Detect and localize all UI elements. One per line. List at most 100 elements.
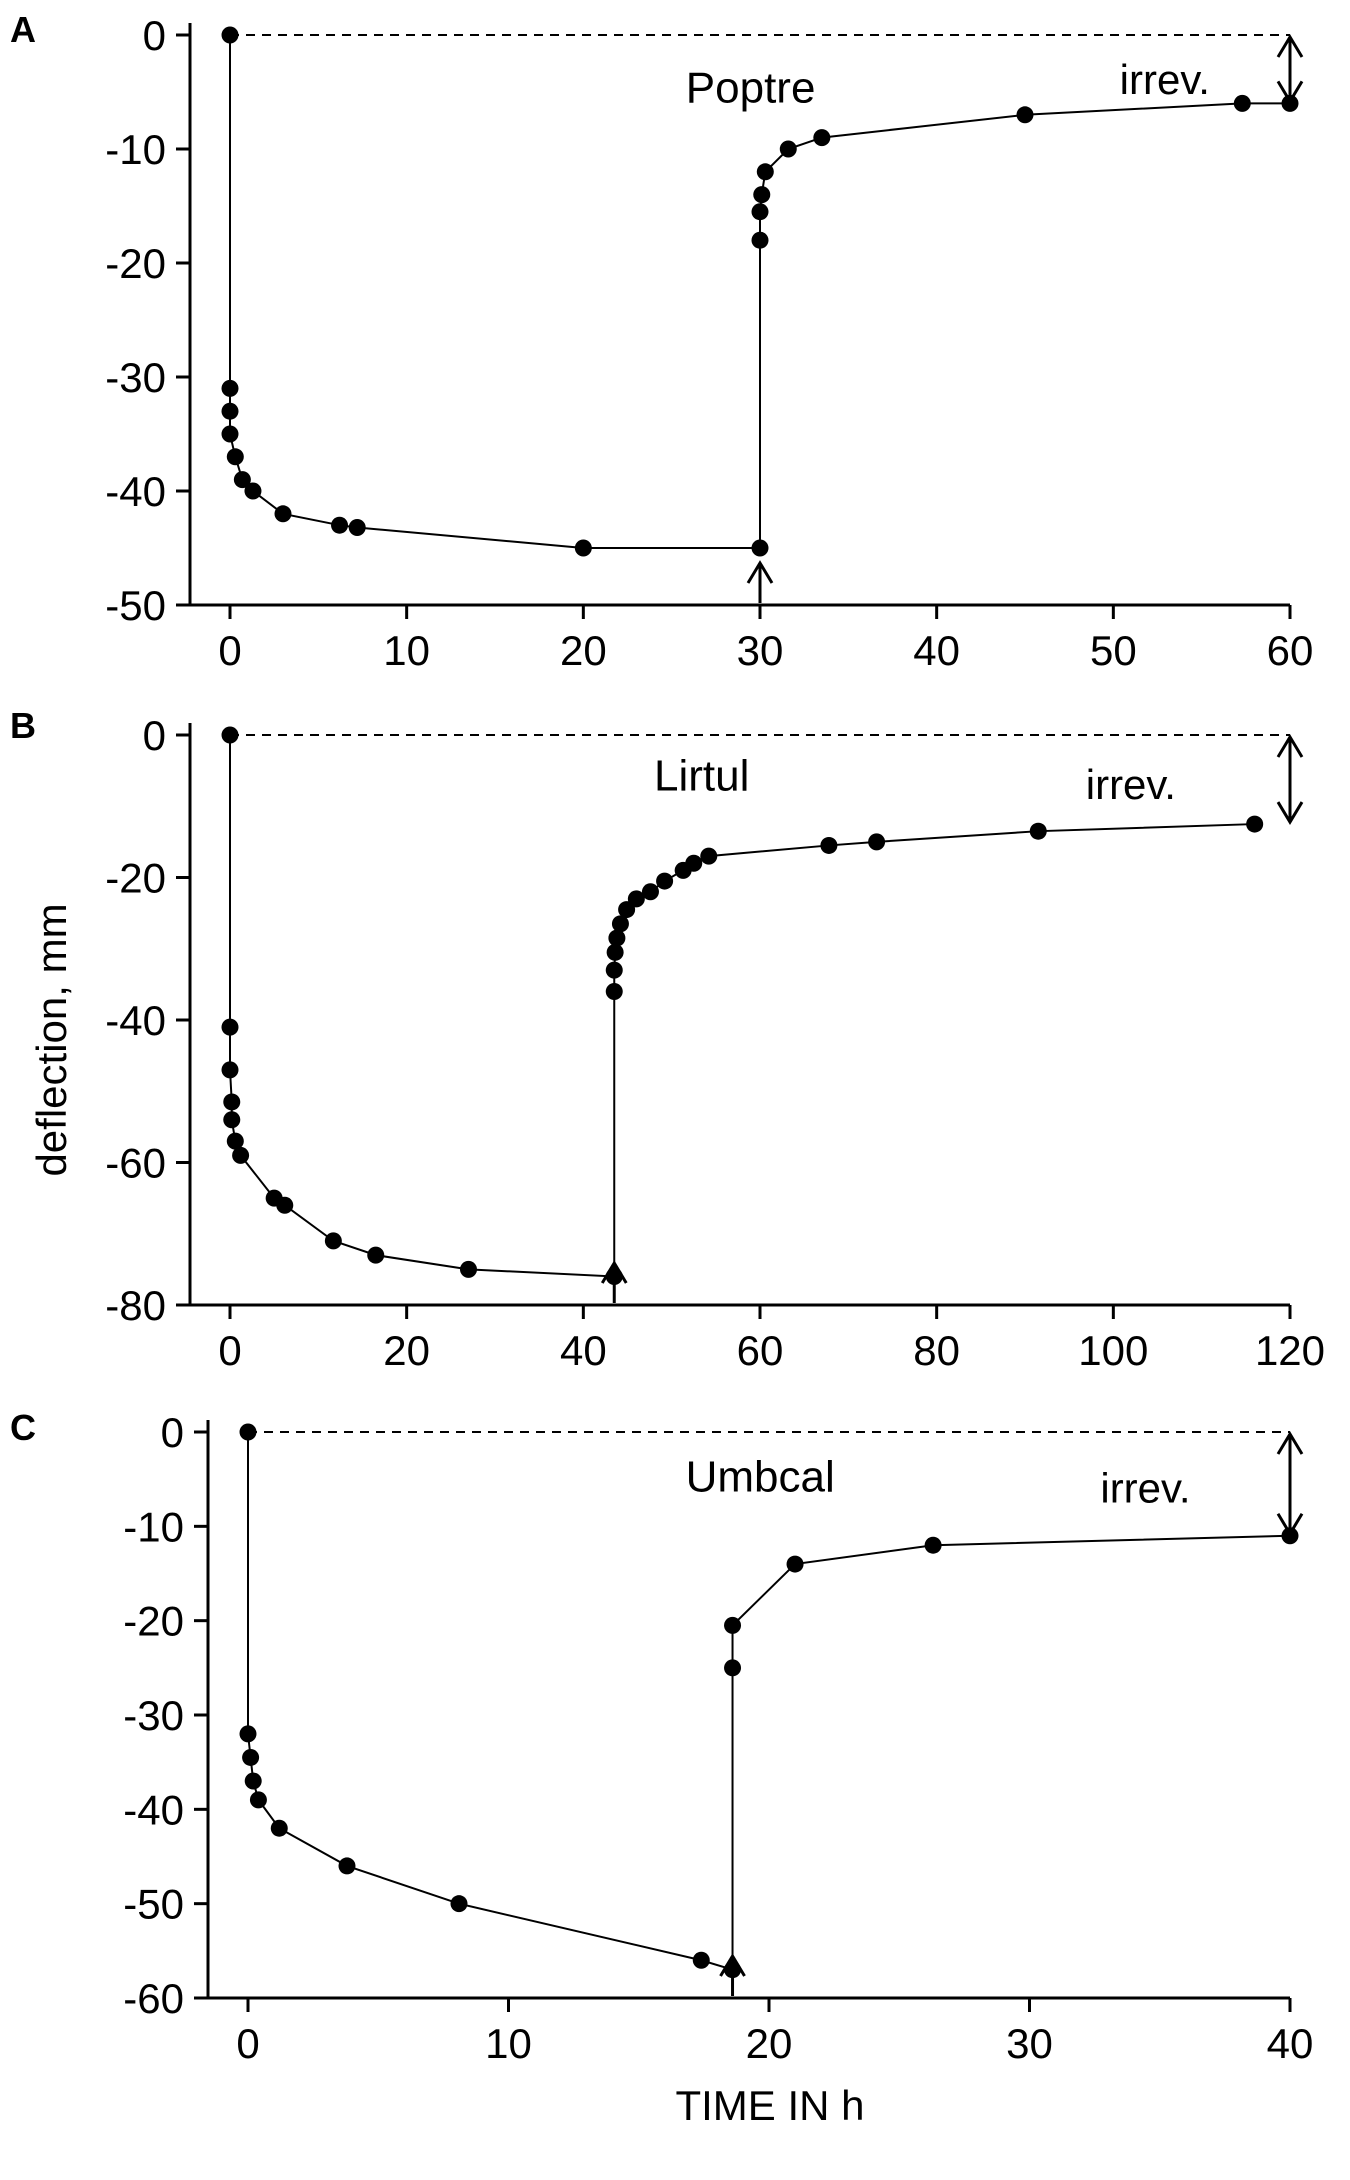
- data-point: [244, 482, 262, 500]
- data-point: [221, 26, 239, 44]
- data-point: [324, 1232, 342, 1250]
- data-point: [367, 1246, 385, 1264]
- x-tick-label: 30: [1006, 2020, 1053, 2067]
- data-point: [221, 379, 239, 397]
- data-point: [820, 836, 838, 854]
- panel-B: B 0 -20 -40 -60 -80 0 20 40 60 80 100 120 Lirtul irrev…: [10, 705, 1325, 1374]
- y-tick-label: -10: [123, 1503, 184, 1550]
- data-point: [753, 186, 771, 204]
- y-tick-label: -20: [105, 240, 166, 287]
- irrev-arrow-up-icon: [1276, 1431, 1304, 1455]
- data-point: [239, 1423, 257, 1441]
- irrev-arrow-down-icon: [1276, 80, 1304, 105]
- data-point: [242, 1748, 260, 1766]
- x-tick-label: 30: [737, 627, 784, 674]
- x-tick-label: 20: [383, 1327, 430, 1374]
- y-tick-label: -40: [105, 997, 166, 1044]
- data-point: [692, 1951, 710, 1969]
- x-tick-label: 40: [913, 627, 960, 674]
- data-point: [221, 726, 239, 744]
- data-point: [270, 1819, 288, 1837]
- panel-letter: B: [10, 705, 36, 746]
- data-point: [756, 163, 774, 181]
- data-point: [274, 505, 292, 523]
- x-tick-label: 20: [746, 2020, 793, 2067]
- irrev-arrow-up-icon: [1276, 734, 1304, 758]
- y-tick-label: -60: [123, 1975, 184, 2022]
- data-point: [276, 1196, 294, 1214]
- x-tick-label: 20: [560, 627, 607, 674]
- y-tick-label: -20: [123, 1598, 184, 1645]
- data-point: [233, 471, 251, 489]
- series-label: Umbcal: [686, 1452, 835, 1501]
- x-tick-label: 80: [913, 1327, 960, 1374]
- data-point: [656, 872, 674, 890]
- data-point: [924, 1536, 942, 1554]
- x-tick-label: 60: [737, 1327, 784, 1374]
- data-point: [700, 847, 718, 865]
- data-point: [221, 402, 239, 420]
- irrev-annotation: irrev.: [1086, 761, 1176, 808]
- data-point: [751, 539, 769, 557]
- irrev-arrow-down-icon: [1276, 801, 1304, 825]
- data-point: [1246, 815, 1264, 833]
- x-tick-label: 40: [1267, 2020, 1314, 2067]
- data-point: [1029, 822, 1047, 840]
- x-tick-label: 40: [560, 1327, 607, 1374]
- panel-A: A 0 -10 -20 -30 -40 -50 0 10 20 30 40 50 60 Poptre irre…: [10, 9, 1313, 674]
- y-tick-label: -40: [105, 468, 166, 515]
- data-point: [348, 518, 366, 536]
- data-point: [232, 1146, 250, 1164]
- data-point: [249, 1791, 267, 1809]
- unload-arrow-icon: [746, 560, 774, 584]
- data-point: [751, 231, 769, 249]
- data-point: [786, 1555, 804, 1573]
- panel-letter: A: [10, 9, 36, 50]
- data-point: [627, 890, 645, 908]
- data-point: [221, 1018, 239, 1036]
- data-point: [605, 961, 623, 979]
- unload-arrow-icon: [719, 1953, 746, 1977]
- data-point: [1016, 106, 1034, 124]
- y-tick-label: -10: [105, 126, 166, 173]
- y-tick-label: -40: [123, 1786, 184, 1833]
- y-tick-label: -60: [105, 1140, 166, 1187]
- y-tick-label: -50: [123, 1881, 184, 1928]
- x-tick-label: 0: [218, 627, 241, 674]
- data-point: [226, 448, 244, 466]
- data-point: [239, 1725, 257, 1743]
- x-tick-label: 50: [1090, 627, 1137, 674]
- data-point: [450, 1895, 468, 1913]
- data-point: [724, 1659, 742, 1677]
- series-label: Poptre: [686, 64, 816, 113]
- data-point: [226, 1132, 244, 1150]
- data-point: [813, 129, 831, 147]
- series-line: [229, 735, 1255, 1278]
- data-point: [331, 516, 349, 534]
- series-line: [247, 1432, 1291, 1972]
- x-tick-label: 0: [218, 1327, 241, 1374]
- y-axis-title: deflection, mm: [28, 903, 75, 1176]
- data-point: [606, 943, 624, 961]
- irrev-annotation: irrev.: [1100, 1464, 1190, 1511]
- y-tick-label: 0: [143, 712, 166, 759]
- y-tick-label: -50: [105, 582, 166, 629]
- data-point: [460, 1260, 477, 1278]
- panel-letter: C: [10, 1407, 36, 1448]
- y-tick-label: 0: [143, 12, 166, 59]
- x-tick-label: 10: [383, 627, 430, 674]
- data-point: [641, 883, 659, 901]
- x-tick-label: 60: [1267, 627, 1314, 674]
- unload-arrow-icon: [600, 1260, 628, 1284]
- data-point: [605, 983, 623, 1000]
- data-point: [1233, 94, 1251, 112]
- data-point: [574, 539, 592, 557]
- y-tick-label: 0: [161, 1409, 184, 1456]
- data-point: [338, 1857, 356, 1875]
- x-tick-label: 100: [1078, 1327, 1148, 1374]
- irrev-annotation: irrev.: [1120, 56, 1210, 103]
- data-point: [223, 1093, 241, 1111]
- x-axis-title: TIME IN h: [675, 2082, 864, 2129]
- series-label: Lirtul: [654, 752, 749, 801]
